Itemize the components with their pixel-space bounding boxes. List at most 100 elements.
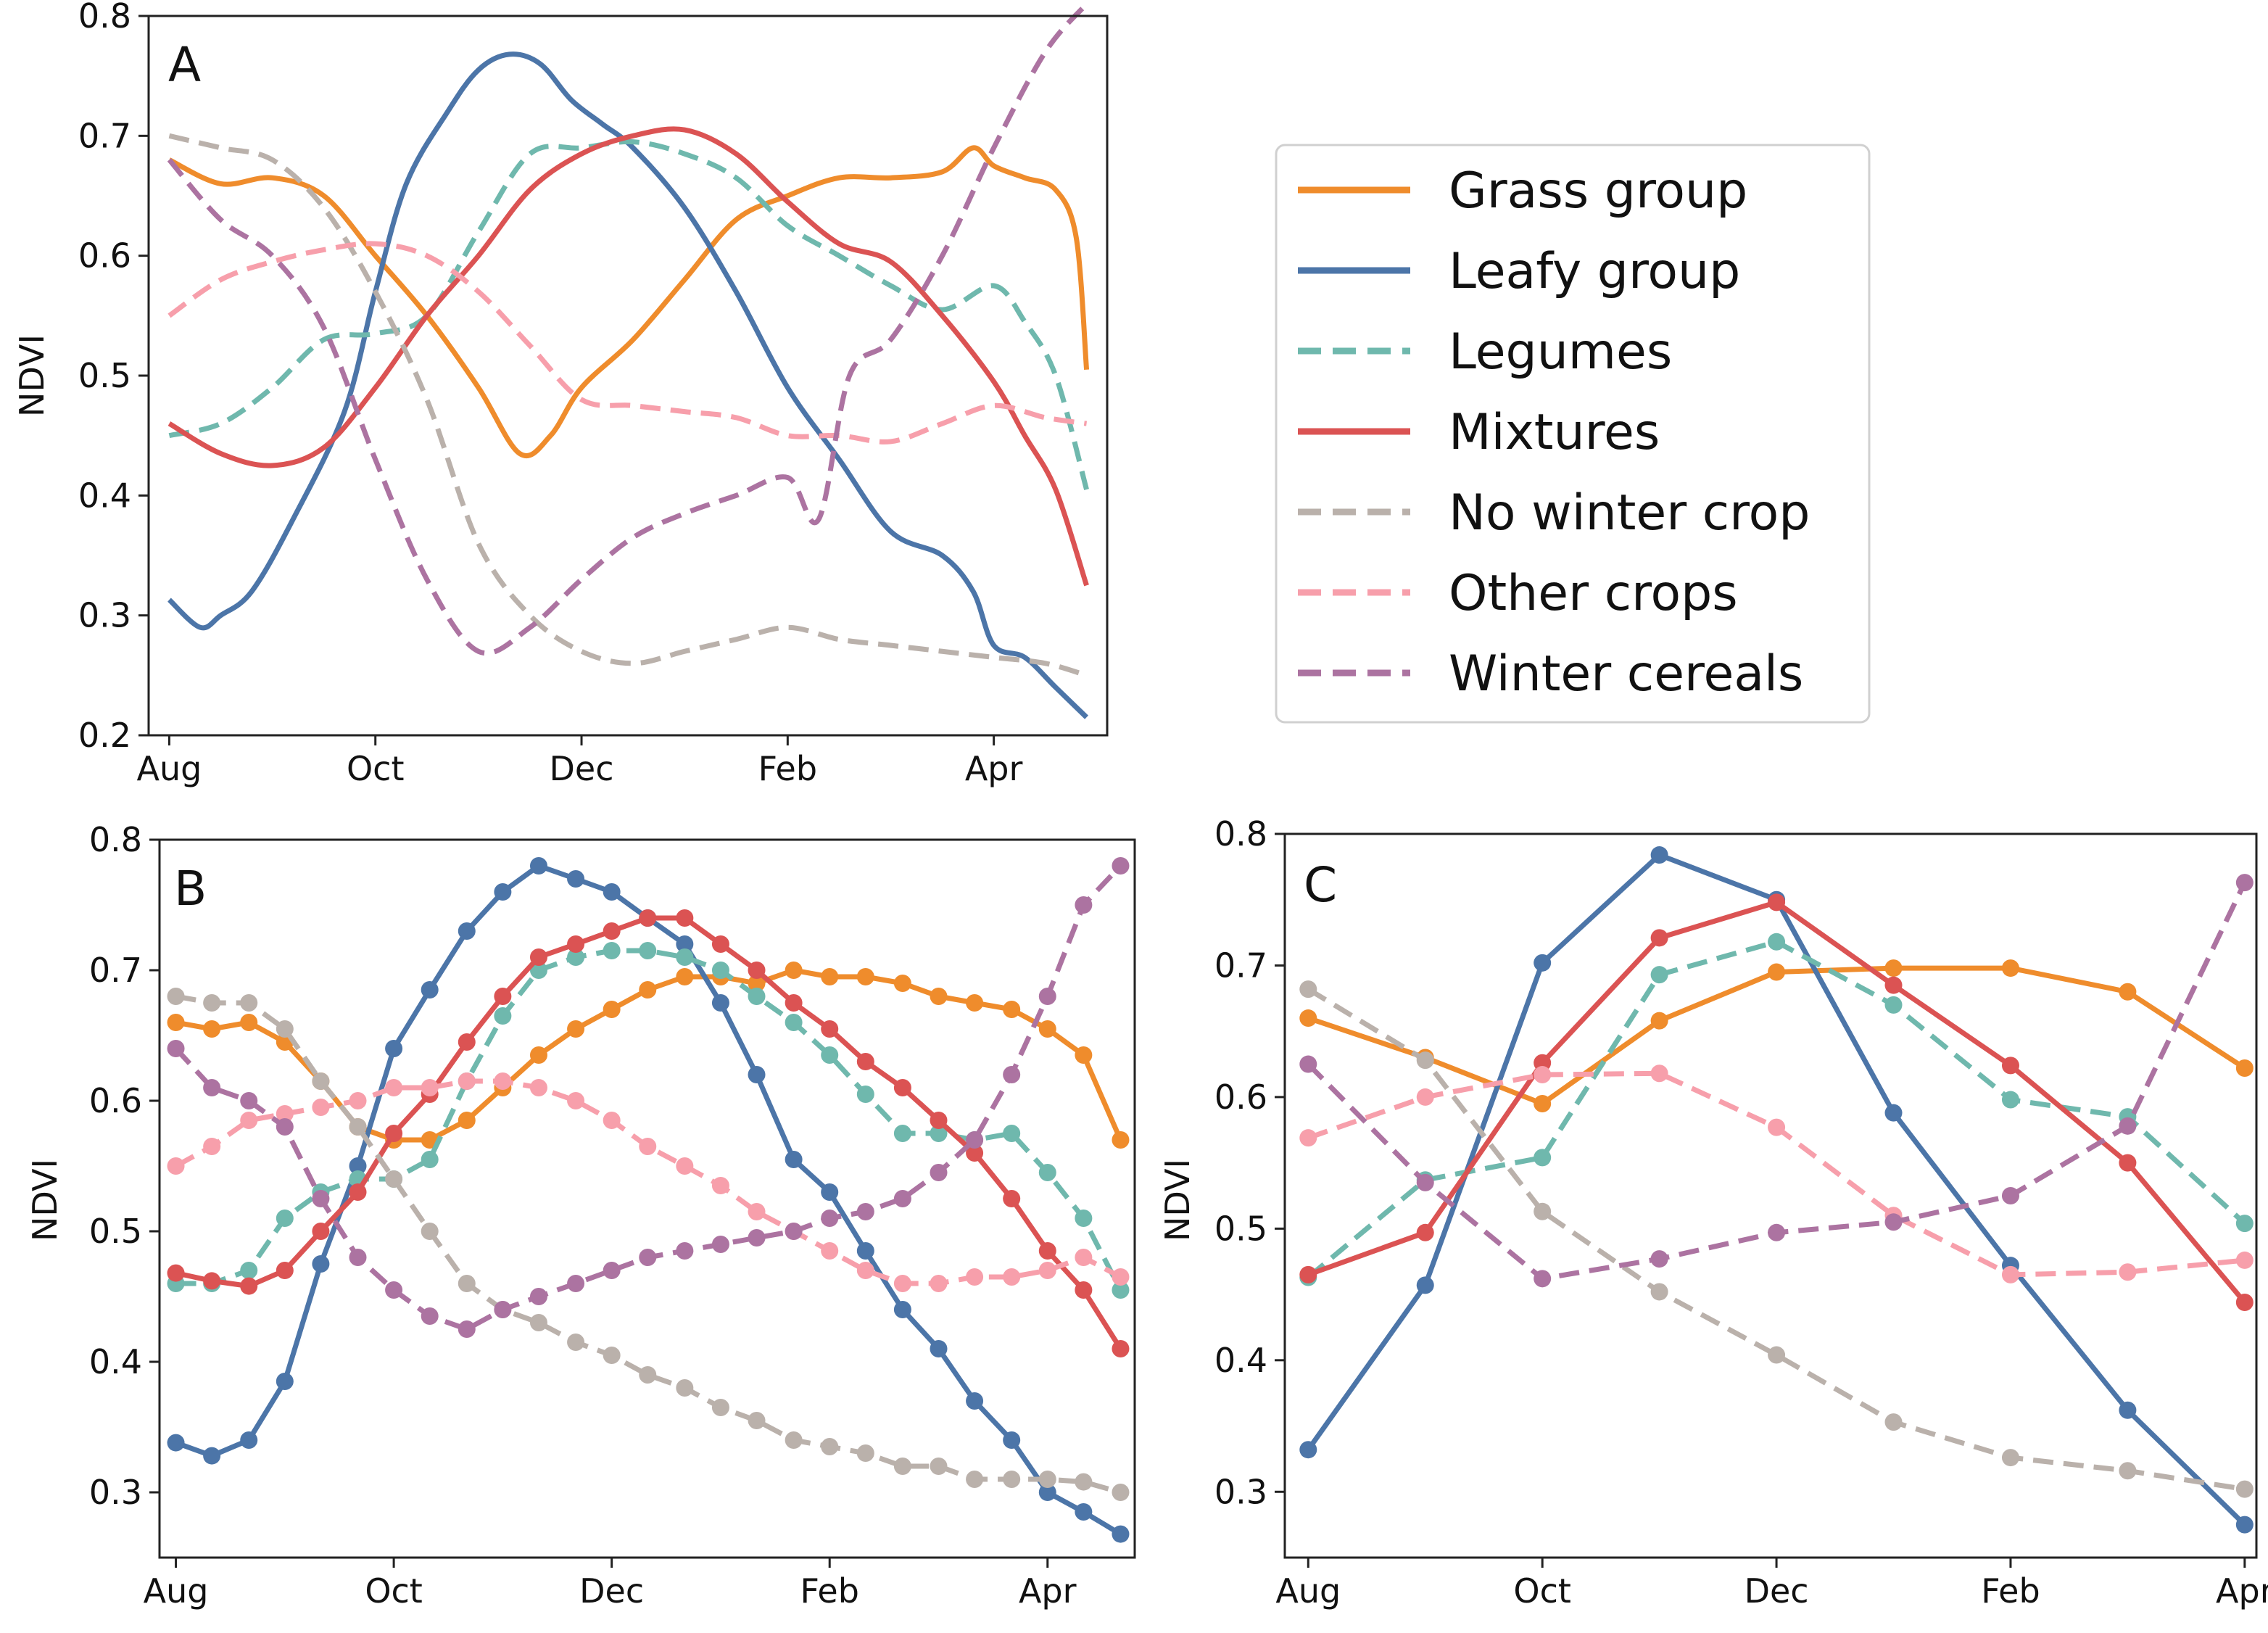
data-point-other-crops bbox=[458, 1072, 476, 1090]
data-point-legumes bbox=[676, 948, 694, 966]
data-point-mixtures bbox=[458, 1033, 476, 1051]
data-point-no-winter-crop bbox=[821, 1438, 839, 1455]
data-point-leafy-group bbox=[1112, 1525, 1130, 1543]
x-tick-label: Oct bbox=[1513, 1571, 1571, 1611]
data-point-leafy-group bbox=[1038, 1484, 1056, 1501]
data-point-other-crops bbox=[494, 1072, 512, 1090]
data-point-other-crops bbox=[421, 1079, 439, 1096]
data-point-grass-group bbox=[1884, 959, 1903, 977]
legend-label-grass-group: Grass group bbox=[1449, 162, 1747, 220]
data-point-mixtures bbox=[821, 1020, 839, 1038]
data-point-leafy-group bbox=[785, 1151, 803, 1168]
data-point-mixtures bbox=[1075, 1281, 1093, 1299]
data-point-leafy-group bbox=[2235, 1516, 2253, 1534]
plot-frame-b bbox=[158, 838, 1136, 1559]
data-point-grass-group bbox=[893, 975, 911, 992]
legend-label-winter-cereals: Winter cereals bbox=[1449, 645, 1803, 703]
data-point-mixtures bbox=[748, 962, 766, 979]
data-point-mixtures bbox=[240, 1277, 258, 1295]
legend: Grass group Leafy group Legumes Mixtures No … bbox=[1275, 144, 1871, 724]
legend-label-no-winter-crop: No winter crop bbox=[1449, 484, 1810, 542]
data-point-no-winter-crop bbox=[1650, 1283, 1668, 1301]
data-point-winter-cereals bbox=[567, 1275, 585, 1292]
data-point-no-winter-crop bbox=[2119, 1462, 2137, 1480]
data-point-legumes bbox=[494, 1007, 512, 1025]
y-axis-title-c: NDVI bbox=[1158, 1159, 1197, 1241]
data-point-winter-cereals bbox=[349, 1249, 367, 1266]
data-point-grass-group bbox=[1768, 963, 1786, 981]
data-point-winter-cereals bbox=[930, 1164, 948, 1181]
plot-frame-c bbox=[1283, 832, 2258, 1559]
data-point-leafy-group bbox=[676, 935, 694, 953]
y-tick-label: 0.6 bbox=[78, 236, 131, 276]
data-point-grass-group bbox=[603, 1001, 621, 1018]
data-point-no-winter-crop bbox=[1534, 1202, 1552, 1220]
data-point-no-winter-crop bbox=[421, 1223, 439, 1240]
series-line-grass-group bbox=[167, 145, 1090, 459]
data-point-winter-cereals bbox=[529, 1288, 547, 1305]
data-point-other-crops bbox=[856, 1262, 874, 1279]
data-point-other-crops bbox=[639, 1138, 657, 1155]
data-point-winter-cereals bbox=[1416, 1173, 1434, 1191]
data-point-winter-cereals bbox=[966, 1131, 984, 1149]
data-point-winter-cereals bbox=[603, 1262, 621, 1279]
y-tick-label: 0.7 bbox=[78, 116, 131, 155]
panel-letter-b: B bbox=[174, 861, 207, 917]
data-point-leafy-group bbox=[276, 1373, 294, 1390]
data-point-winter-cereals bbox=[639, 1249, 657, 1266]
data-point-leafy-group bbox=[1534, 954, 1552, 972]
y-tick-label: 0.4 bbox=[89, 1342, 142, 1381]
data-point-legumes bbox=[821, 1046, 839, 1064]
y-tick-label: 0.5 bbox=[78, 356, 131, 395]
y-tick-label: 0.3 bbox=[89, 1473, 142, 1512]
data-point-legumes bbox=[1650, 966, 1668, 984]
x-tick-label: Apr bbox=[2216, 1571, 2268, 1611]
x-tick-label: Aug bbox=[137, 749, 202, 788]
data-point-winter-cereals bbox=[711, 1236, 729, 1253]
data-point-grass-group bbox=[1075, 1046, 1093, 1064]
data-point-no-winter-crop bbox=[711, 1399, 729, 1416]
data-point-grass-group bbox=[2235, 1059, 2253, 1077]
chart-panel-b: 0.3 0.4 0.5 0.6 0.7 0.8 Aug Oct Dec Feb Apr B NDVI bbox=[25, 820, 1136, 1611]
data-point-winter-cereals bbox=[1650, 1250, 1668, 1268]
data-point-no-winter-crop bbox=[167, 988, 185, 1005]
data-point-legumes bbox=[748, 988, 766, 1005]
data-point-leafy-group bbox=[312, 1255, 330, 1273]
data-point-legumes bbox=[2235, 1215, 2253, 1233]
data-point-mixtures bbox=[603, 922, 621, 940]
data-point-mixtures bbox=[1038, 1242, 1056, 1260]
data-point-legumes bbox=[893, 1125, 911, 1142]
y-tick-label: 0.7 bbox=[89, 951, 142, 990]
x-tick-label: Dec bbox=[550, 749, 614, 788]
data-point-other-crops bbox=[893, 1275, 911, 1292]
data-point-mixtures bbox=[2119, 1154, 2137, 1172]
data-point-winter-cereals bbox=[1038, 988, 1056, 1005]
data-point-legumes bbox=[2001, 1091, 2019, 1109]
data-point-no-winter-crop bbox=[276, 1020, 294, 1038]
data-point-mixtures bbox=[893, 1079, 911, 1096]
data-point-no-winter-crop bbox=[240, 994, 258, 1012]
x-tick-label: Aug bbox=[1275, 1571, 1341, 1611]
data-point-leafy-group bbox=[1003, 1431, 1021, 1449]
data-point-no-winter-crop bbox=[2001, 1449, 2019, 1467]
y-tick-label: 0.4 bbox=[78, 476, 131, 515]
data-point-winter-cereals bbox=[2235, 874, 2253, 892]
data-point-other-crops bbox=[711, 1177, 729, 1194]
data-point-leafy-group bbox=[1650, 846, 1668, 864]
data-point-legumes bbox=[856, 1086, 874, 1103]
series-line-no-winter-crop bbox=[168, 133, 1088, 678]
data-point-grass-group bbox=[966, 994, 984, 1012]
series-line-winter-cereals bbox=[167, 2, 1089, 656]
data-point-mixtures bbox=[1650, 929, 1668, 947]
data-point-winter-cereals bbox=[458, 1320, 476, 1338]
data-point-grass-group bbox=[240, 1014, 258, 1031]
data-point-no-winter-crop bbox=[567, 1334, 585, 1351]
data-point-leafy-group bbox=[385, 1040, 403, 1057]
series-line-other-crops bbox=[167, 241, 1088, 445]
data-point-mixtures bbox=[1416, 1223, 1434, 1241]
y-tick-label: 0.8 bbox=[89, 820, 142, 859]
data-point-other-crops bbox=[748, 1203, 766, 1220]
data-point-winter-cereals bbox=[312, 1190, 330, 1207]
data-point-mixtures bbox=[856, 1053, 874, 1070]
data-point-other-crops bbox=[1650, 1064, 1668, 1083]
